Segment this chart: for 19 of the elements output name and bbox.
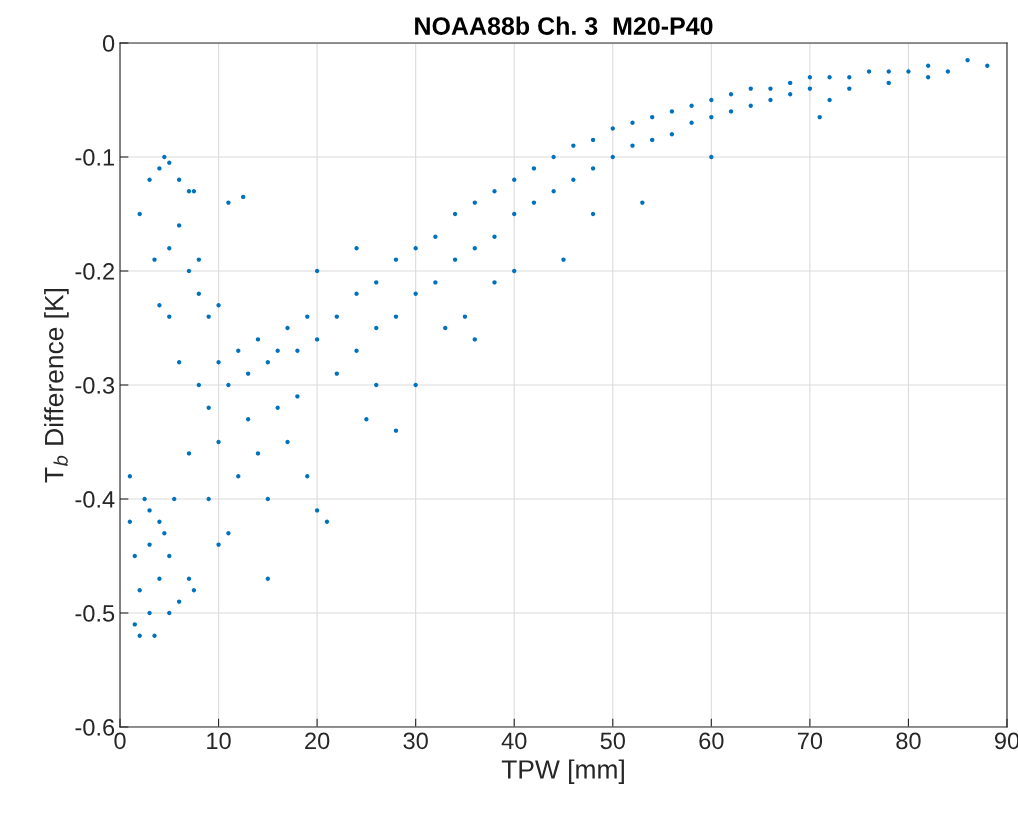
y-tick-label: 0 (102, 35, 115, 52)
y-axis-title: T$_{b}$ Difference [K] (44, 288, 69, 483)
x-tick-label: 20 (305, 732, 330, 750)
y-tick-label: -0.6 (75, 719, 115, 736)
y-tick-label: -0.3 (75, 377, 115, 394)
chart-title: NOAA88b Ch. 3 M20-P40 (415, 16, 713, 35)
x-tick-label: 80 (896, 732, 921, 750)
y-tick-label: -0.4 (75, 491, 115, 508)
x-tick-label: 40 (501, 732, 527, 750)
y-tick-label: -0.1 (75, 149, 114, 166)
x-axis-title: TPW [mm] (501, 759, 624, 785)
x-tick-label: 70 (797, 732, 823, 750)
x-tick-label: 30 (403, 732, 428, 750)
x-tick-label: 60 (699, 732, 724, 750)
x-tick-label: 10 (207, 732, 231, 750)
x-tick-label: 0 (114, 732, 126, 750)
x-tick-label: 50 (600, 732, 625, 750)
y-tick-label: -0.5 (75, 605, 115, 622)
y-tick-label: -0.2 (75, 263, 114, 280)
